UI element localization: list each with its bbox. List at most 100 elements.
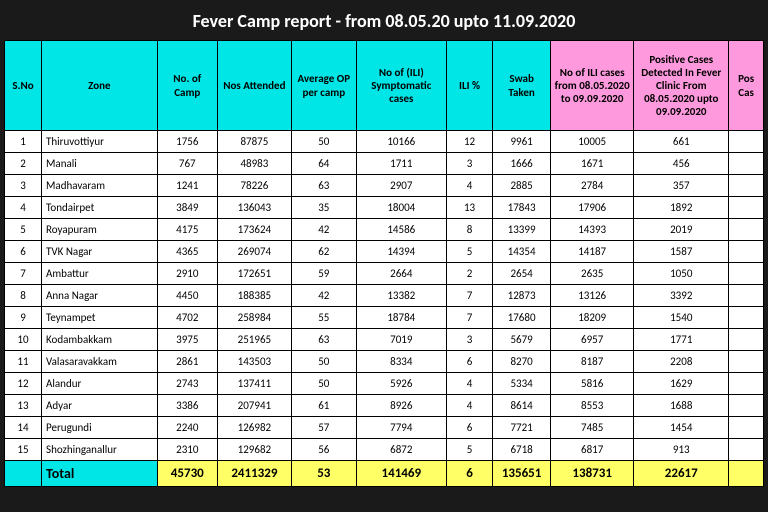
cell-camp: 2861 (157, 351, 217, 373)
cell-ilip: 5 (446, 241, 492, 263)
col-ili: No of (ILI) Symptomatic cases (356, 41, 446, 131)
cell-att: 258984 (217, 307, 291, 329)
cell-ilic: 10005 (551, 131, 634, 153)
cell-cut (729, 439, 764, 461)
fever-camp-table: S.No Zone No. of Camp Nos Attended Avera… (4, 40, 764, 487)
cell-swab: 17843 (493, 197, 551, 219)
cell-camp: 2240 (157, 417, 217, 439)
cell-avg: 62 (291, 241, 356, 263)
cell-avg: 55 (291, 307, 356, 329)
cell-swab: 17680 (493, 307, 551, 329)
cell-sno: 8 (5, 285, 42, 307)
cell-ilic: 7485 (551, 417, 634, 439)
cell-att: 207941 (217, 395, 291, 417)
cell-ilip: 13 (446, 197, 492, 219)
cell-zone: Thiruvottiyur (42, 131, 158, 153)
cell-zone: Shozhinganallur (42, 439, 158, 461)
cell-sno: 13 (5, 395, 42, 417)
cell-ili: 14394 (356, 241, 446, 263)
cell-swab: 8614 (493, 395, 551, 417)
cell-avg: 63 (291, 329, 356, 351)
cell-avg: 57 (291, 417, 356, 439)
cell-ili: 8926 (356, 395, 446, 417)
cell-swab: 1666 (493, 153, 551, 175)
cell-ilic: 5816 (551, 373, 634, 395)
report-title: Fever Camp report - from 08.05.20 upto 1… (4, 6, 764, 40)
cell-ili: 14586 (356, 219, 446, 241)
cell-zone: TVK Nagar (42, 241, 158, 263)
cell-avg: 56 (291, 439, 356, 461)
cell-avg: 42 (291, 285, 356, 307)
table-row: 15Shozhinganallur23101296825668725671868… (5, 439, 764, 461)
cell-cut (729, 395, 764, 417)
col-pos: Positive Cases Detected In Fever Clinic … (634, 41, 729, 131)
cell-swab: 8270 (493, 351, 551, 373)
cell-sno: 7 (5, 263, 42, 285)
cell-att: 126982 (217, 417, 291, 439)
total-swab: 135651 (493, 461, 551, 487)
table-row: 3Madhavaram124178226632907428852784357 (5, 175, 764, 197)
total-ilip: 6 (446, 461, 492, 487)
cell-cut (729, 285, 764, 307)
cell-att: 251965 (217, 329, 291, 351)
cell-camp: 767 (157, 153, 217, 175)
cell-swab: 5334 (493, 373, 551, 395)
table-row: 5Royapuram417517362442145868133991439320… (5, 219, 764, 241)
total-avg: 53 (291, 461, 356, 487)
cell-ilic: 1671 (551, 153, 634, 175)
cell-ilip: 3 (446, 153, 492, 175)
cell-avg: 35 (291, 197, 356, 219)
total-row: Total45730241132953141469613565113873122… (5, 461, 764, 487)
cell-pos: 3392 (634, 285, 729, 307)
cell-swab: 2654 (493, 263, 551, 285)
cell-ili: 13382 (356, 285, 446, 307)
cell-pos: 1892 (634, 197, 729, 219)
cell-zone: Ambattur (42, 263, 158, 285)
header-row: S.No Zone No. of Camp Nos Attended Avera… (5, 41, 764, 131)
cell-cut (729, 417, 764, 439)
cell-camp: 2310 (157, 439, 217, 461)
col-camp: No. of Camp (157, 41, 217, 131)
cell-camp: 3849 (157, 197, 217, 219)
total-label: Total (42, 461, 158, 487)
cell-cut (729, 241, 764, 263)
table-row: 10Kodambakkam397525196563701935679695717… (5, 329, 764, 351)
cell-att: 78226 (217, 175, 291, 197)
col-swab: Swab Taken (493, 41, 551, 131)
cell-swab: 5679 (493, 329, 551, 351)
cell-sno: 12 (5, 373, 42, 395)
cell-cut (729, 197, 764, 219)
cell-swab: 12873 (493, 285, 551, 307)
cell-swab: 6718 (493, 439, 551, 461)
cell-pos: 1688 (634, 395, 729, 417)
cell-ili: 10166 (356, 131, 446, 153)
cell-cut (729, 153, 764, 175)
cell-avg: 61 (291, 395, 356, 417)
table-row: 13Adyar33862079416189264861485531688 (5, 395, 764, 417)
cell-zone: Manali (42, 153, 158, 175)
cell-pos: 913 (634, 439, 729, 461)
cell-swab: 14354 (493, 241, 551, 263)
cell-att: 136043 (217, 197, 291, 219)
cell-ilip: 4 (446, 175, 492, 197)
cell-ilic: 18209 (551, 307, 634, 329)
cell-camp: 3386 (157, 395, 217, 417)
col-avg: Average OP per camp (291, 41, 356, 131)
cell-avg: 64 (291, 153, 356, 175)
col-ilic: No of ILI cases from 08.05.2020 to 09.09… (551, 41, 634, 131)
cell-ilip: 3 (446, 329, 492, 351)
cell-camp: 4365 (157, 241, 217, 263)
cell-camp: 2910 (157, 263, 217, 285)
cell-pos: 1454 (634, 417, 729, 439)
col-att: Nos Attended (217, 41, 291, 131)
table-row: 9Teynampet470225898455187847176801820915… (5, 307, 764, 329)
cell-zone: Teynampet (42, 307, 158, 329)
cell-camp: 4450 (157, 285, 217, 307)
cell-ilic: 14393 (551, 219, 634, 241)
cell-ili: 2907 (356, 175, 446, 197)
cell-zone: Anna Nagar (42, 285, 158, 307)
total-ili: 141469 (356, 461, 446, 487)
cell-avg: 50 (291, 373, 356, 395)
table-row: 8Anna Nagar44501883854213382712873131263… (5, 285, 764, 307)
cell-zone: Tondairpet (42, 197, 158, 219)
